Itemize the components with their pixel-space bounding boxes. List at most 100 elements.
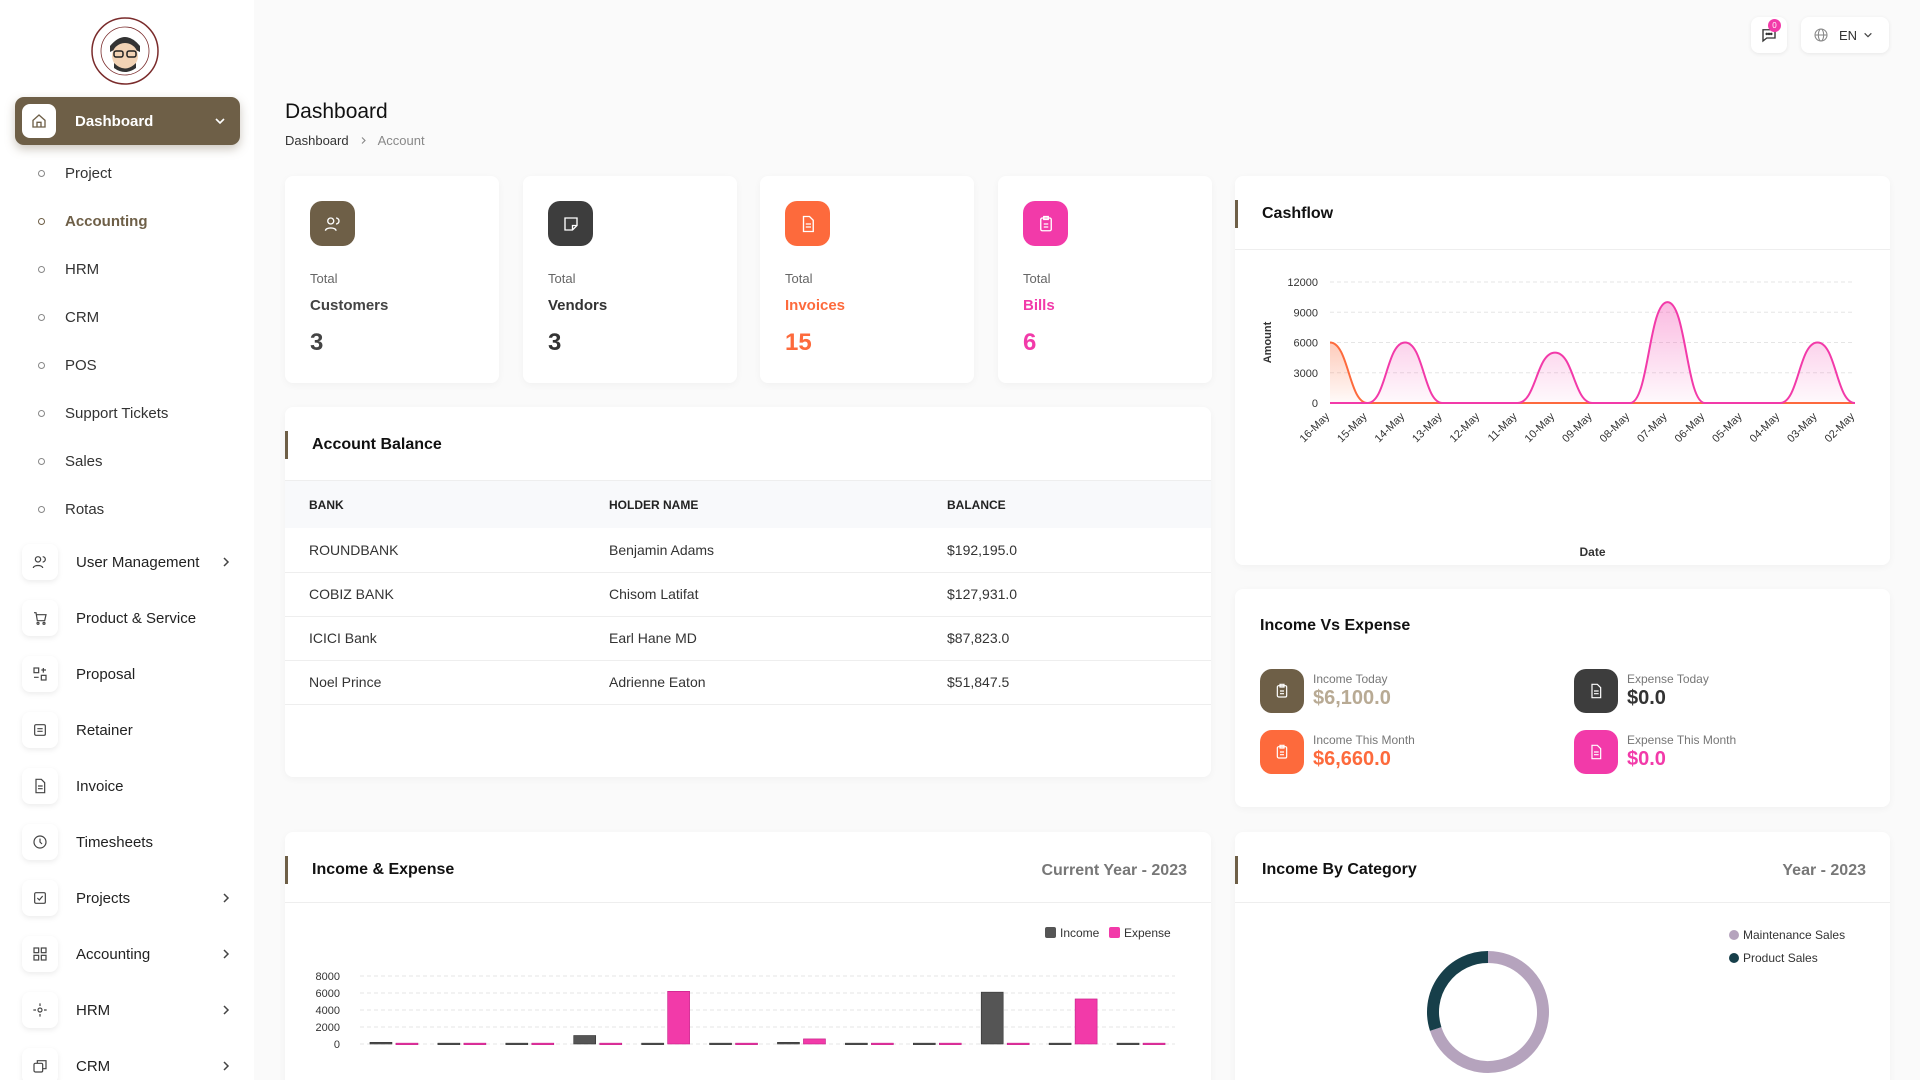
item-value: $0.0: [1627, 687, 1666, 709]
globe-icon: [1814, 28, 1828, 42]
sub-item-project[interactable]: Project: [38, 165, 112, 182]
cart-icon: [22, 600, 58, 636]
legend-label: Expense: [1124, 926, 1171, 940]
sub-item-accounting[interactable]: Accounting: [38, 213, 148, 230]
account-balance-card: Account Balance BANK HOLDER NAME BALANCE…: [285, 407, 1211, 777]
expense-bar: [395, 1042, 419, 1045]
item-label: Income This Month: [1313, 733, 1415, 747]
nav-dashboard[interactable]: Dashboard: [15, 97, 240, 145]
y-tick-label: 12000: [1287, 277, 1318, 289]
sub-item-support-tickets[interactable]: Support Tickets: [38, 405, 168, 422]
breadcrumb-link[interactable]: Dashboard: [285, 133, 349, 148]
users-icon: [22, 544, 58, 580]
sub-item-sales[interactable]: Sales: [38, 453, 103, 470]
table-cell: Adrienne Eaton: [585, 660, 923, 705]
sidebar-item-label: HRM: [76, 1001, 111, 1019]
x-tick-label: 08-May: [1598, 410, 1633, 445]
legend-swatch: [1729, 930, 1739, 940]
income-by-category-card: Income By Category Year - 2023 Maintenan…: [1235, 832, 1890, 1080]
x-tick-label: 15-May: [1335, 410, 1370, 445]
sidebar-item-accounting[interactable]: Accounting: [22, 935, 232, 973]
income-bar: [573, 1035, 597, 1045]
stat-value: 6: [1023, 329, 1037, 356]
expense-this-month: Expense This Month $0.0: [1574, 730, 1736, 774]
clock-icon: [22, 824, 58, 860]
table-cell: Benjamin Adams: [585, 528, 923, 573]
income-bar: [912, 1042, 936, 1045]
logo[interactable]: [88, 14, 162, 88]
x-tick-label: 10-May: [1523, 410, 1558, 445]
notifications-button[interactable]: 0: [1751, 17, 1787, 53]
language-selector[interactable]: EN: [1801, 17, 1889, 53]
stat-card-invoices: Total Invoices 15: [760, 176, 974, 383]
account-balance-table: BANK HOLDER NAME BALANCE ROUNDBANK Benja…: [285, 481, 1211, 705]
table-cell: $192,195.0: [923, 528, 1211, 573]
sidebar-item-crm[interactable]: CRM: [22, 1047, 232, 1080]
chevron-down-icon: [1864, 32, 1872, 38]
sub-item-label: CRM: [65, 309, 100, 326]
card-title: Income & Expense: [285, 856, 454, 884]
stat-card-customers: Total Customers 3: [285, 176, 499, 383]
sub-item-label: Support Tickets: [65, 405, 169, 422]
expense-today: Expense Today $0.0: [1574, 669, 1709, 713]
sidebar-item-label: Product & Service: [76, 609, 197, 627]
sidebar-item-proposal[interactable]: Proposal: [22, 655, 232, 693]
cashflow-card: Cashflow 0 3000 6000 9000 12000 16-May 15-May 1…: [1235, 176, 1890, 565]
item-label: Income Today: [1313, 672, 1388, 686]
breadcrumb: Dashboard Account: [285, 133, 425, 148]
chevron-right-icon: [223, 949, 230, 959]
income-today: Income Today $6,100.0: [1260, 669, 1391, 713]
sidebar-item-timesheets[interactable]: Timesheets: [22, 823, 232, 861]
sidebar-item-label: CRM: [76, 1057, 111, 1075]
income-bar: [980, 991, 1004, 1045]
sidebar-item-invoice[interactable]: Invoice: [22, 767, 232, 805]
sidebar-item-label: Timesheets: [76, 833, 153, 851]
expense-bar: [531, 1042, 555, 1045]
sidebar-item-product-service[interactable]: Product & Service: [22, 599, 232, 637]
table-row: COBIZ BANK Chisom Latifat $127,931.0: [285, 572, 1211, 617]
sidebar-item-retainer[interactable]: Retainer: [22, 711, 232, 749]
legend-label: Income: [1060, 926, 1100, 940]
income-bar: [709, 1042, 732, 1045]
sub-item-label: Rotas: [65, 501, 105, 518]
income-vs-expense-card: Income Vs Expense Income Today $6,100.0 E…: [1235, 589, 1890, 807]
bullet-icon: [38, 170, 45, 177]
x-tick-label: 14-May: [1373, 410, 1408, 445]
x-tick-label: 07-May: [1635, 410, 1670, 445]
sidebar-item-projects[interactable]: Projects: [22, 879, 232, 917]
item-value: $6,100.0: [1313, 687, 1391, 709]
y-tick-label: 2000: [316, 1022, 340, 1034]
sub-item-rotas[interactable]: Rotas: [38, 501, 104, 518]
chevron-right-icon: [223, 1005, 230, 1015]
x-tick-label: 16-May: [1298, 410, 1333, 445]
language-label: EN: [1839, 27, 1858, 43]
expense-bar: [803, 1038, 826, 1045]
income-bar: [641, 1042, 664, 1045]
item-value: $0.0: [1627, 748, 1666, 770]
divider: [1235, 902, 1890, 903]
stat-label: Vendors: [548, 297, 608, 314]
x-tick-label: 05-May: [1710, 410, 1745, 445]
bullet-icon: [38, 266, 45, 273]
sub-item-label: Project: [65, 165, 112, 182]
sidebar-item-label: Retainer: [76, 721, 133, 739]
proposal-icon: [22, 656, 58, 692]
bullet-icon: [38, 362, 45, 369]
cashflow-chart: 0 3000 6000 9000 12000 16-May 15-May 14-May 13-M…: [1262, 277, 1857, 559]
checklist-icon: [22, 880, 58, 916]
income-bar: [369, 1042, 393, 1045]
bullet-icon: [38, 410, 45, 417]
sub-item-hrm[interactable]: HRM: [38, 261, 99, 278]
table-cell: Chisom Latifat: [585, 572, 923, 617]
sidebar-item-hrm[interactable]: HRM: [22, 991, 232, 1029]
sub-item-pos[interactable]: POS: [38, 357, 97, 374]
bullet-icon: [38, 218, 45, 225]
sub-item-crm[interactable]: CRM: [38, 309, 99, 326]
y-tick-label: 6000: [1294, 338, 1318, 350]
item-label: Expense Today: [1627, 672, 1709, 686]
sidebar: Dashboard Project Accounting HRM CRM POS…: [0, 0, 254, 1080]
sidebar-item-user-management[interactable]: User Management: [22, 543, 232, 581]
income-bar: [845, 1042, 868, 1045]
invoice-icon: [1574, 669, 1618, 713]
card-title: Account Balance: [285, 431, 442, 459]
